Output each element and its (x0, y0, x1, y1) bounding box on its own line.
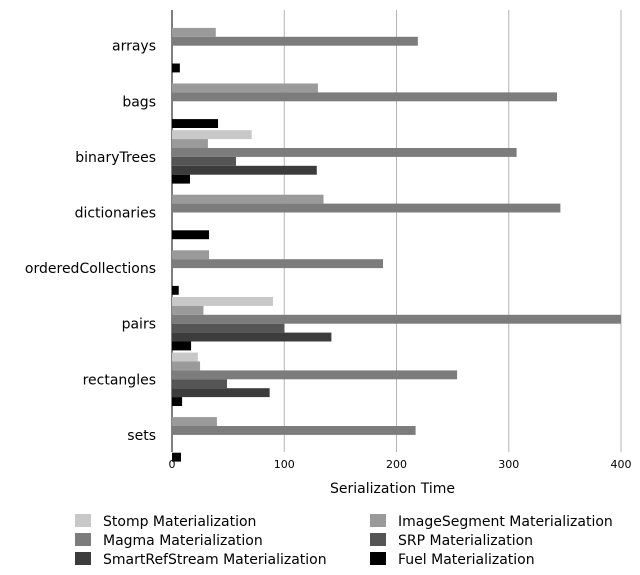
bar-dictionaries-5 (172, 230, 210, 240)
bar-sets-1 (172, 417, 217, 426)
legend-label: Stomp Materialization (103, 514, 256, 530)
x-tick-labels: 0 100 200 300 400 (169, 458, 632, 471)
bar-bags-1 (172, 83, 318, 93)
bar-binaryTrees-5 (172, 174, 190, 184)
legend-label: SmartRefStream Materialization (103, 552, 327, 568)
bar-arrays-5 (172, 63, 180, 73)
bar-binaryTrees-4 (172, 165, 317, 175)
bar-dictionaries-1 (172, 194, 324, 204)
bar-bags-2 (172, 92, 558, 102)
category-label: sets (127, 428, 156, 444)
legend-swatch (75, 514, 91, 527)
bar-arrays-2 (172, 36, 418, 46)
bar-binaryTrees-1 (172, 139, 208, 148)
x-tick-label: 300 (498, 458, 519, 471)
bar-pairs-2 (172, 314, 621, 324)
legend-swatch (75, 552, 91, 565)
legend-swatch (370, 514, 386, 527)
bar-binaryTrees-2 (172, 148, 517, 157)
x-axis-title: Serialization Time (330, 481, 455, 497)
legend-label: Fuel Materialization (398, 552, 535, 568)
category-labels: arrays bags binaryTrees dictionaries ordered… (25, 39, 156, 444)
bar-pairs-0 (172, 297, 274, 306)
bar-pairs-1 (172, 305, 204, 315)
category-label: orderedCollections (25, 261, 156, 277)
category-label: arrays (112, 39, 156, 55)
legend-swatch (370, 552, 386, 565)
bar-orderedCollections-5 (172, 285, 179, 295)
legend-label: ImageSegment Materialization (398, 514, 613, 530)
bar-rectangles-4 (172, 388, 270, 398)
bar-rectangles-2 (172, 370, 458, 380)
bar-rectangles-0 (172, 352, 198, 362)
bar-binaryTrees-0 (172, 130, 252, 140)
bar-pairs-4 (172, 332, 332, 342)
category-label: pairs (122, 317, 156, 333)
category-label: rectangles (83, 372, 156, 388)
bars (172, 27, 621, 462)
bar-rectangles-1 (172, 361, 201, 371)
bar-orderedCollections-2 (172, 259, 384, 269)
bar-pairs-5 (172, 341, 192, 351)
bar-arrays-1 (172, 27, 216, 37)
legend-label: SRP Materialization (398, 533, 533, 549)
legend-label: Magma Materialization (103, 533, 263, 549)
grid-lines (171, 10, 622, 452)
bar-pairs-3 (172, 323, 285, 333)
legend: Stomp Materialization ImageSegment Materi… (75, 514, 613, 568)
category-label: binaryTrees (75, 150, 156, 166)
bar-orderedCollections-1 (172, 250, 210, 260)
bar-binaryTrees-3 (172, 156, 236, 166)
legend-swatch (75, 533, 91, 546)
bar-rectangles-3 (172, 379, 228, 389)
x-tick-label: 200 (386, 458, 407, 471)
bar-sets-2 (172, 426, 416, 435)
bar-dictionaries-2 (172, 203, 561, 213)
legend-swatch (370, 533, 386, 546)
category-label: dictionaries (75, 206, 156, 222)
category-label: bags (122, 94, 156, 110)
bar-sets-5 (172, 452, 181, 462)
bar-rectangles-5 (172, 397, 183, 406)
x-tick-label: 400 (611, 458, 632, 471)
bar-bags-5 (172, 119, 219, 128)
x-tick-label: 100 (274, 458, 295, 471)
x-tick-label: 0 (169, 458, 176, 471)
